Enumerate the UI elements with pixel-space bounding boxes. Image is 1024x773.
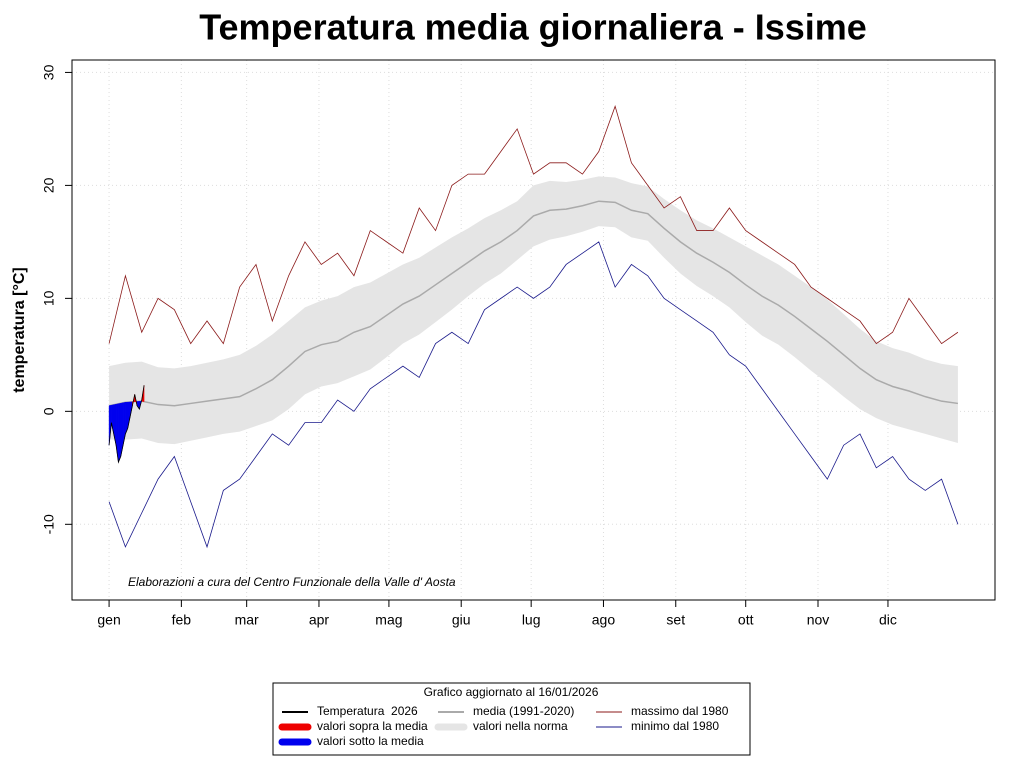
x-tick-label: nov <box>807 612 830 628</box>
x-tick-label: gen <box>97 612 120 628</box>
y-tick-label: 20 <box>41 177 57 193</box>
chart-title: Temperatura media giornaliera - Issime <box>199 7 867 48</box>
y-tick-label: 30 <box>41 64 57 80</box>
legend-box <box>272 682 751 756</box>
x-tick-label: mar <box>235 612 259 628</box>
x-tick-label: feb <box>172 612 192 628</box>
legend-label: Temperatura 2026 <box>317 704 418 718</box>
legend-title: Grafico aggiornato al 16/01/2026 <box>424 685 599 699</box>
x-tick-label: ago <box>592 612 616 628</box>
y-tick-label: 0 <box>41 407 57 415</box>
x-tick-label: ott <box>738 612 754 628</box>
legend-label: valori nella norma <box>473 719 568 733</box>
x-tick-label: set <box>666 612 685 628</box>
below-fill <box>118 402 121 463</box>
x-tick-label: dic <box>879 612 897 628</box>
legend: Grafico aggiornato al 16/01/2026 Tempera… <box>272 682 751 756</box>
legend-label: media (1991-2020) <box>473 704 574 718</box>
x-tick-label: mag <box>375 612 402 628</box>
y-tick-label: -10 <box>41 514 57 534</box>
series-line <box>108 105 959 345</box>
legend-label: minimo dal 1980 <box>631 719 719 733</box>
legend-label: valori sopra la media <box>317 719 428 733</box>
series-line <box>108 241 959 549</box>
legend-label: massimo dal 1980 <box>631 704 729 718</box>
norm-band <box>109 176 958 445</box>
plot-frame <box>71 59 996 601</box>
x-tick-label: giu <box>452 612 471 628</box>
x-tick-label: lug <box>522 612 541 628</box>
plot-area <box>72 60 995 600</box>
series-line <box>108 200 959 407</box>
x-tick-label: apr <box>309 612 330 628</box>
legend-label: valori sotto la media <box>317 734 424 748</box>
current-line <box>108 385 145 464</box>
annotation: Elaborazioni a cura del Centro Funzional… <box>128 575 456 589</box>
y-tick-label: 10 <box>41 290 57 306</box>
y-axis-label: temperatura [°C] <box>11 267 28 393</box>
